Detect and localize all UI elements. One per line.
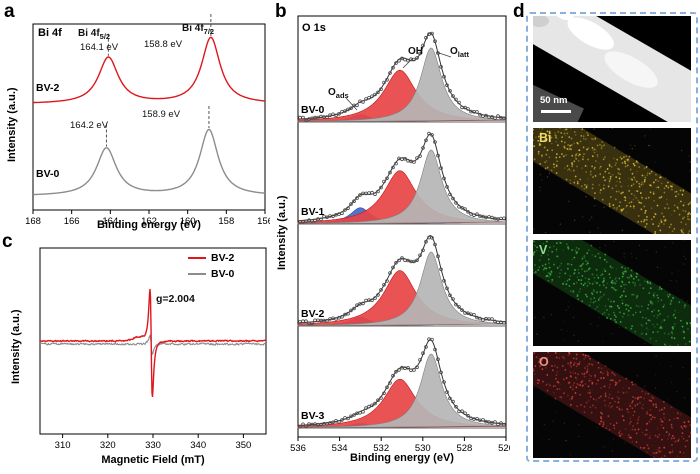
svg-text:526: 526 xyxy=(498,443,510,454)
g-factor-label: g=2.004 xyxy=(156,293,195,305)
stem-image-canvas xyxy=(533,16,691,122)
panel-b-ylabel: Intensity (a.u.) xyxy=(276,195,288,270)
panel-a: 168 166 164 162 160 158 156 a Bi 4f Bi 4f5/2 1… xyxy=(0,0,270,232)
svg-text:330: 330 xyxy=(145,440,161,451)
plot-b-title: O 1s xyxy=(302,22,326,34)
svg-text:160: 160 xyxy=(180,216,196,227)
svg-text:156: 156 xyxy=(257,216,270,227)
svg-text:532: 532 xyxy=(373,443,389,454)
element-label-bi: Bi xyxy=(539,131,552,145)
plot-a-title: Bi 4f xyxy=(38,27,62,39)
spectrum-label-bv3: BV-3 xyxy=(301,410,325,422)
panel-d: d 50 nm Bi V O xyxy=(510,0,700,474)
o1s-xps-plot: 536 534 532 530 528 526 xyxy=(290,15,510,454)
panel-b-tag: b xyxy=(275,1,287,22)
spectrum-label-bv1: BV-1 xyxy=(301,206,325,218)
svg-text:534: 534 xyxy=(332,443,348,454)
bv0-peak1-ev: 164.2 eV xyxy=(70,120,109,131)
oh-component-label: OH xyxy=(408,46,423,57)
legend-bv2-label: BV-2 xyxy=(211,252,235,264)
legend-bv2: BV-2 xyxy=(188,252,234,264)
oads-component-label: Oads xyxy=(328,87,349,100)
svg-text:310: 310 xyxy=(55,440,71,451)
element-label-o: O xyxy=(539,355,549,369)
epr-plot: 310 320 330 340 350 xyxy=(39,247,267,451)
svg-text:340: 340 xyxy=(190,440,206,451)
panel-a-xlabel: Binding energy (eV) xyxy=(97,219,201,231)
bv2-peak1-ev: 164.1 eV xyxy=(80,42,119,53)
svg-text:320: 320 xyxy=(100,440,116,451)
eds-map-o: O xyxy=(533,352,691,458)
element-label-v: V xyxy=(539,243,548,257)
svg-text:162: 162 xyxy=(141,216,157,227)
bi4f-xps-plot: 168 166 164 162 160 158 156 xyxy=(25,13,270,227)
spectrum-label-bv2: BV-2 xyxy=(301,308,325,320)
scale-bar-label: 50 nm xyxy=(540,95,568,106)
panel-c: 310 320 330 340 350 c BV-2 BV-0 g=2.004 Magn… xyxy=(0,232,270,474)
svg-text:158: 158 xyxy=(218,216,234,227)
bi4f52-peak-label: Bi 4f5/2 xyxy=(78,28,111,41)
panel-c-xlabel: Magnetic Field (mT) xyxy=(101,454,205,466)
svg-text:164: 164 xyxy=(102,216,118,227)
svg-text:166: 166 xyxy=(64,216,80,227)
eds-map-o-canvas xyxy=(533,352,691,458)
panel-a-ylabel: Intensity (a.u.) xyxy=(6,87,18,162)
panel-b-xlabel: Binding energy (eV) xyxy=(350,452,454,464)
panel-c-tag: c xyxy=(2,231,13,252)
bv0-series-label: BV-0 xyxy=(36,168,60,180)
bv2-series-label: BV-2 xyxy=(36,82,60,94)
svg-text:528: 528 xyxy=(456,443,472,454)
eds-panel-border xyxy=(526,12,698,462)
eds-map-bi-canvas xyxy=(533,128,691,234)
svg-text:350: 350 xyxy=(235,440,251,451)
bv2-peak2-ev: 158.8 eV xyxy=(144,39,183,50)
bi4f72-peak-label: Bi 4f7/2 xyxy=(182,23,215,36)
svg-text:530: 530 xyxy=(415,443,431,454)
svg-text:536: 536 xyxy=(290,443,306,454)
panel-c-ylabel: Intensity (a.u.) xyxy=(10,309,22,384)
panel-d-tag: d xyxy=(513,1,525,22)
olatt-component-label: Olatt xyxy=(450,46,470,59)
bv2-line-swatch xyxy=(188,256,206,260)
eds-map-bi: Bi xyxy=(533,128,691,234)
bv0-peak2-ev: 158.9 eV xyxy=(142,109,181,120)
bv0-line-swatch xyxy=(188,272,206,276)
eds-map-v-canvas xyxy=(533,240,691,346)
svg-text:168: 168 xyxy=(25,216,41,227)
spectrum-label-bv0: BV-0 xyxy=(301,104,325,116)
legend-bv0-label: BV-0 xyxy=(211,268,235,280)
eds-map-v: V xyxy=(533,240,691,346)
panel-b: 536534532530528526 b O 1s Oads OH Olatt … xyxy=(270,0,510,474)
legend-bv0: BV-0 xyxy=(188,268,234,280)
stem-image: 50 nm xyxy=(533,16,691,122)
panel-a-tag: a xyxy=(4,1,15,22)
